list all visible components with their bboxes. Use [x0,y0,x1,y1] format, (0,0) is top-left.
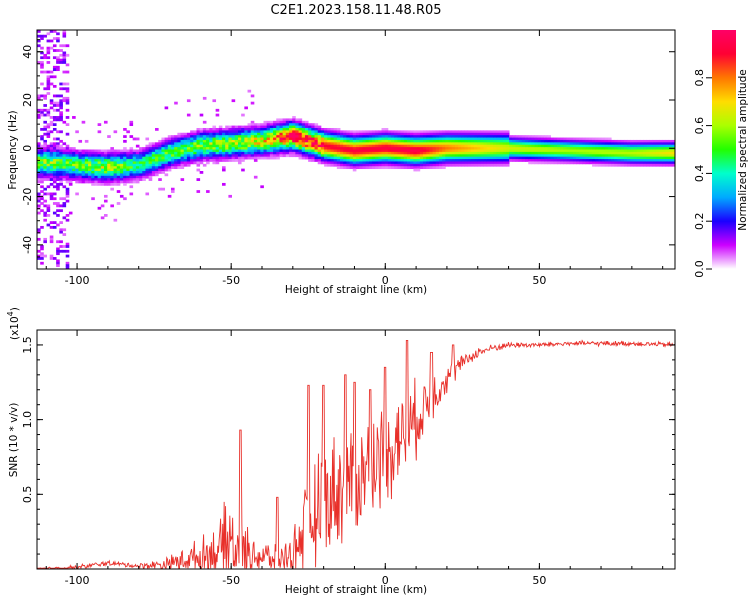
spectrogram-y-tick-label: 40 [21,45,34,59]
snr-x-tick-label: -100 [65,574,90,587]
spectrogram-ticks: -100 -50 0 50 40 20 0 -20 -40 [21,30,675,287]
colorbar-tick-label: 0.6 [693,117,706,135]
colorbar-bar [712,30,736,269]
snr-y-label: SNR (10 * v/v) [8,403,20,478]
snr-scale-close: ) [9,307,21,311]
spectrogram-y-tick-label: 0 [21,145,34,152]
snr-x-tick-label: 50 [532,574,546,587]
chart-title: C2E1.2023.158.11.48.R05 [270,3,441,18]
snr-scale-exponent: 4 [6,311,15,316]
snr-frame [36,329,676,570]
spectrogram-y-tick-label: -40 [21,236,34,254]
snr-y-tick-label: 1.5 [21,336,34,354]
colorbar: 0.0 0.2 0.4 0.6 0.8 Normalized spectral ampl… [693,30,749,278]
colorbar-tick-label: 0.2 [693,212,706,230]
spectrogram-x-tick-label: -100 [65,274,90,287]
spectrogram-x-tick-label: -50 [222,274,240,287]
snr-y-tick-label: 0.5 [21,486,34,504]
snr-scale-note: (x104) [6,307,21,340]
spectrogram-frame [36,29,676,270]
snr-x-tick-label: 0 [382,574,389,587]
colorbar-tick-label: 0.0 [693,260,706,278]
spectrogram-panel: -100 -50 0 50 40 20 0 -20 -40 Height of straight… [7,29,676,296]
colorbar-tick-label: 0.8 [693,69,706,87]
colorbar-ticks: 0.0 0.2 0.4 0.6 0.8 [693,69,712,278]
spectrogram-y-tick-label: -20 [21,188,34,206]
spectrogram-image [37,30,675,269]
colorbar-tick-label: 0.4 [693,165,706,183]
snr-series-line [37,339,675,569]
spectrogram-x-tick-label: 0 [382,274,389,287]
spectrogram-x-label: Height of straight line (km) [285,284,427,296]
colorbar-label: Normalized spectral amplitude [737,69,749,230]
spectrogram-x-tick-label: 50 [532,274,546,287]
snr-panel: -100 -50 0 50 0.5 1.0 1.5 Height of straight l… [6,307,676,596]
snr-y-tick-label: 1.0 [21,411,34,429]
spectrogram-y-tick-label: 20 [21,93,34,107]
spectrogram-y-label: Frequency (Hz) [7,110,19,189]
snr-x-tick-label: -50 [222,574,240,587]
snr-x-label: Height of straight line (km) [285,584,427,596]
snr-scale-base: (x10 [9,316,21,340]
